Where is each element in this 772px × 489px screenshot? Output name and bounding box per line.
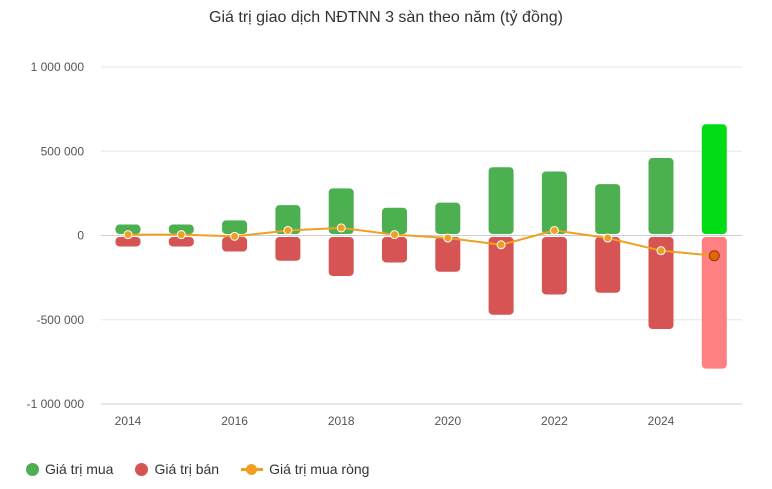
- sell-bar[interactable]: [275, 237, 301, 261]
- buy-bar[interactable]: [541, 171, 567, 234]
- net-point[interactable]: [230, 231, 240, 241]
- buy-bar[interactable]: [382, 207, 407, 234]
- buy-bar[interactable]: [275, 205, 301, 234]
- x-tick-label: 2016: [221, 414, 248, 428]
- x-tick-label: 2014: [115, 414, 142, 428]
- y-tick-label: 1 000 000: [31, 60, 85, 74]
- sell-bar[interactable]: [595, 237, 621, 293]
- net-point[interactable]: [123, 230, 133, 240]
- buy-bar[interactable]: [488, 167, 514, 234]
- legend-net-marker: [241, 463, 264, 476]
- sell-bar[interactable]: [222, 237, 248, 252]
- net-point[interactable]: [656, 246, 666, 256]
- sell-bar[interactable]: [701, 237, 727, 369]
- net-point[interactable]: [708, 250, 720, 262]
- net-point[interactable]: [390, 230, 399, 240]
- legend-item-net[interactable]: Giá trị mua ròng: [241, 461, 369, 477]
- x-tick-label: 2022: [541, 414, 568, 428]
- x-tick-label: 2018: [328, 414, 355, 428]
- buy-bar[interactable]: [168, 224, 194, 234]
- sell-bar[interactable]: [488, 237, 514, 315]
- x-tick-label: 2020: [434, 414, 461, 428]
- sell-bar[interactable]: [648, 237, 674, 330]
- net-point[interactable]: [549, 225, 559, 235]
- sell-bar[interactable]: [541, 237, 567, 295]
- legend-item-buy[interactable]: Giá trị mua: [26, 461, 113, 477]
- buy-bar[interactable]: [222, 220, 248, 234]
- buy-bar[interactable]: [648, 157, 674, 234]
- y-tick-label: 500 000: [41, 144, 85, 158]
- net-point[interactable]: [496, 240, 506, 250]
- net-point[interactable]: [603, 233, 613, 243]
- buy-bar[interactable]: [328, 188, 354, 234]
- legend-buy-label: Giá trị mua: [45, 461, 114, 477]
- buy-bar[interactable]: [701, 124, 727, 234]
- net-point[interactable]: [176, 230, 186, 240]
- sell-bar[interactable]: [328, 237, 354, 276]
- sell-bar[interactable]: [382, 237, 407, 263]
- y-tick-label: -500 000: [37, 313, 85, 327]
- y-tick-label: 0: [77, 229, 84, 243]
- sell-bar[interactable]: [435, 237, 461, 272]
- net-line: [128, 226, 715, 257]
- y-tick-label: -1 000 000: [27, 397, 85, 411]
- legend-sell-marker: [135, 462, 149, 476]
- buy-bar[interactable]: [115, 224, 141, 234]
- legend-sell-label: Giá trị bán: [154, 461, 220, 477]
- sell-bar[interactable]: [168, 237, 194, 247]
- net-point[interactable]: [336, 223, 346, 233]
- legend: Giá trị mua Giá trị bán Giá trị mua ròng: [26, 461, 391, 477]
- net-point[interactable]: [443, 233, 453, 243]
- legend-net-label: Giá trị mua ròng: [269, 461, 370, 477]
- legend-buy-marker: [26, 462, 39, 476]
- sell-bar[interactable]: [115, 237, 141, 247]
- buy-bar[interactable]: [435, 202, 461, 234]
- chart-title: Giá trị giao dịch NĐTNN 3 sàn theo năm (…: [209, 9, 563, 26]
- net-point[interactable]: [283, 225, 293, 235]
- x-tick-label: 2024: [648, 414, 675, 428]
- legend-item-sell[interactable]: Giá trị bán: [135, 461, 219, 477]
- buy-bar[interactable]: [595, 184, 621, 234]
